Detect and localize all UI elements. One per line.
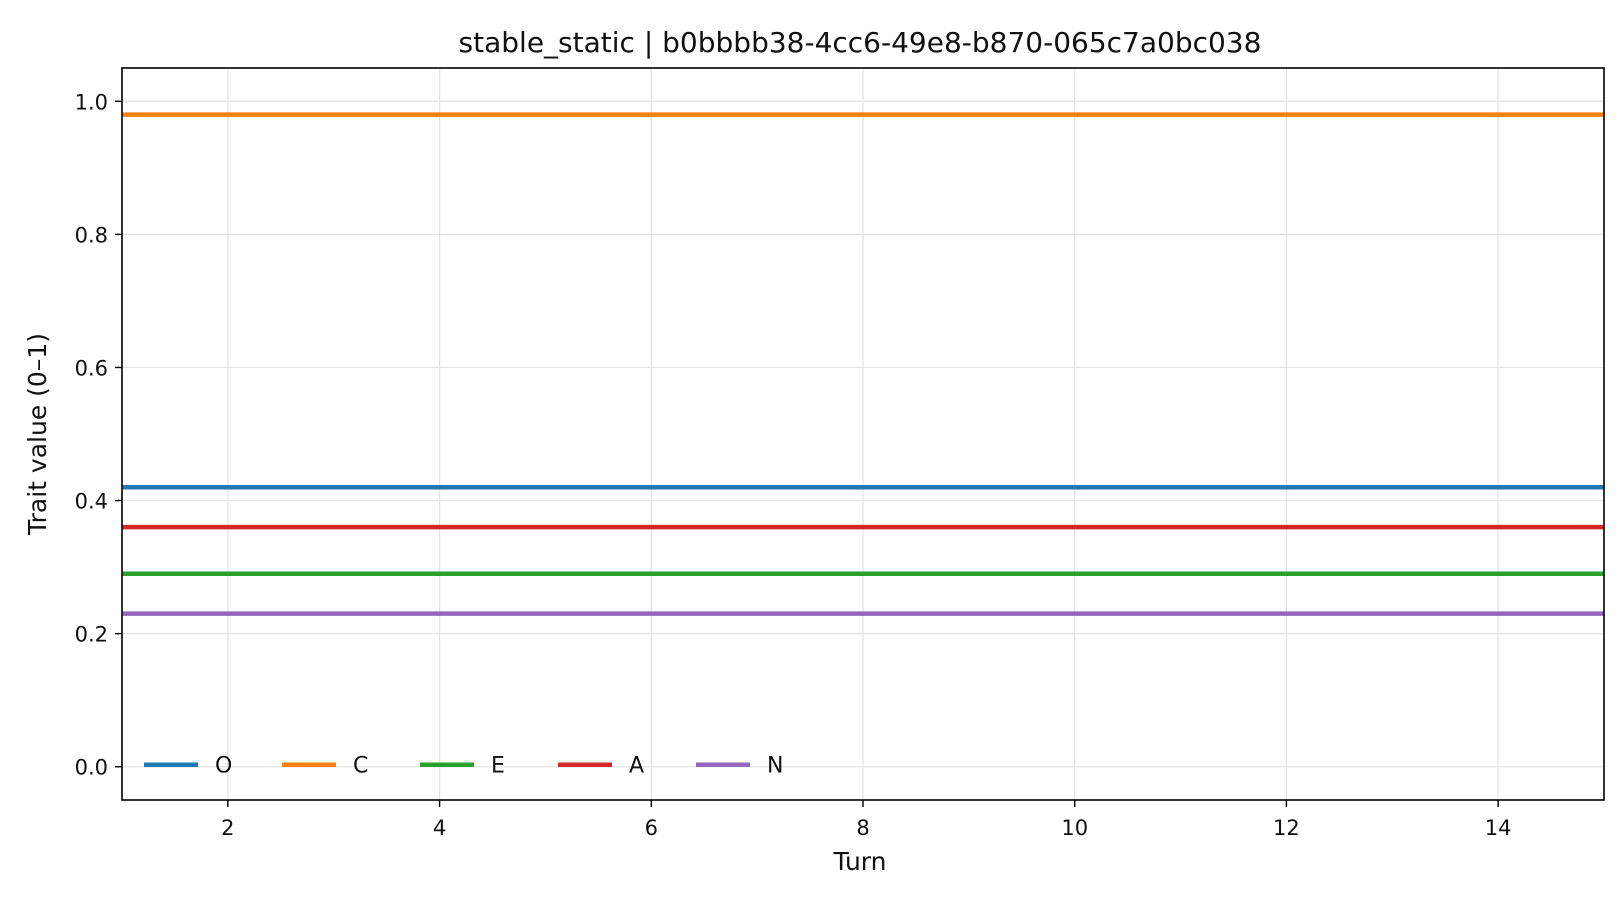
grid	[122, 68, 1604, 800]
legend-item-n: N	[696, 754, 783, 779]
x-tick-label: 14	[1485, 816, 1512, 840]
legend-item-c: C	[282, 754, 368, 779]
legend-item-a: A	[558, 754, 644, 779]
legend-label: E	[491, 754, 505, 779]
x-tick-label: 2	[221, 816, 234, 840]
x-axis-label: Turn	[832, 847, 886, 876]
x-tick-label: 8	[856, 816, 869, 840]
y-tick-label: 1.0	[75, 90, 108, 114]
y-tick-label: 0.4	[75, 490, 108, 514]
y-tick-label: 0.2	[75, 623, 108, 647]
x-tick-label: 10	[1061, 816, 1088, 840]
y-tick-label: 0.0	[75, 756, 108, 780]
axis-ticks: 2 4 6 8 10 12 14 0.0 0.2 0.4 0.6 0.8 1.0	[75, 90, 1512, 840]
legend-item-e: E	[420, 754, 505, 779]
series-lines	[122, 112, 1604, 616]
legend-label: C	[353, 754, 368, 779]
y-axis-label: Trait value (0–1)	[23, 333, 52, 536]
chart-title: stable_static | b0bbbb38-4cc6-49e8-b870-…	[459, 26, 1262, 59]
x-tick-label: 4	[433, 816, 446, 840]
legend-item-o: O	[144, 754, 232, 779]
x-tick-label: 6	[645, 816, 658, 840]
legend-label: A	[629, 754, 644, 779]
y-tick-label: 0.8	[75, 223, 108, 247]
legend-label: O	[215, 754, 232, 779]
legend-label: N	[767, 754, 783, 779]
y-tick-label: 0.6	[75, 356, 108, 380]
x-tick-label: 12	[1273, 816, 1300, 840]
